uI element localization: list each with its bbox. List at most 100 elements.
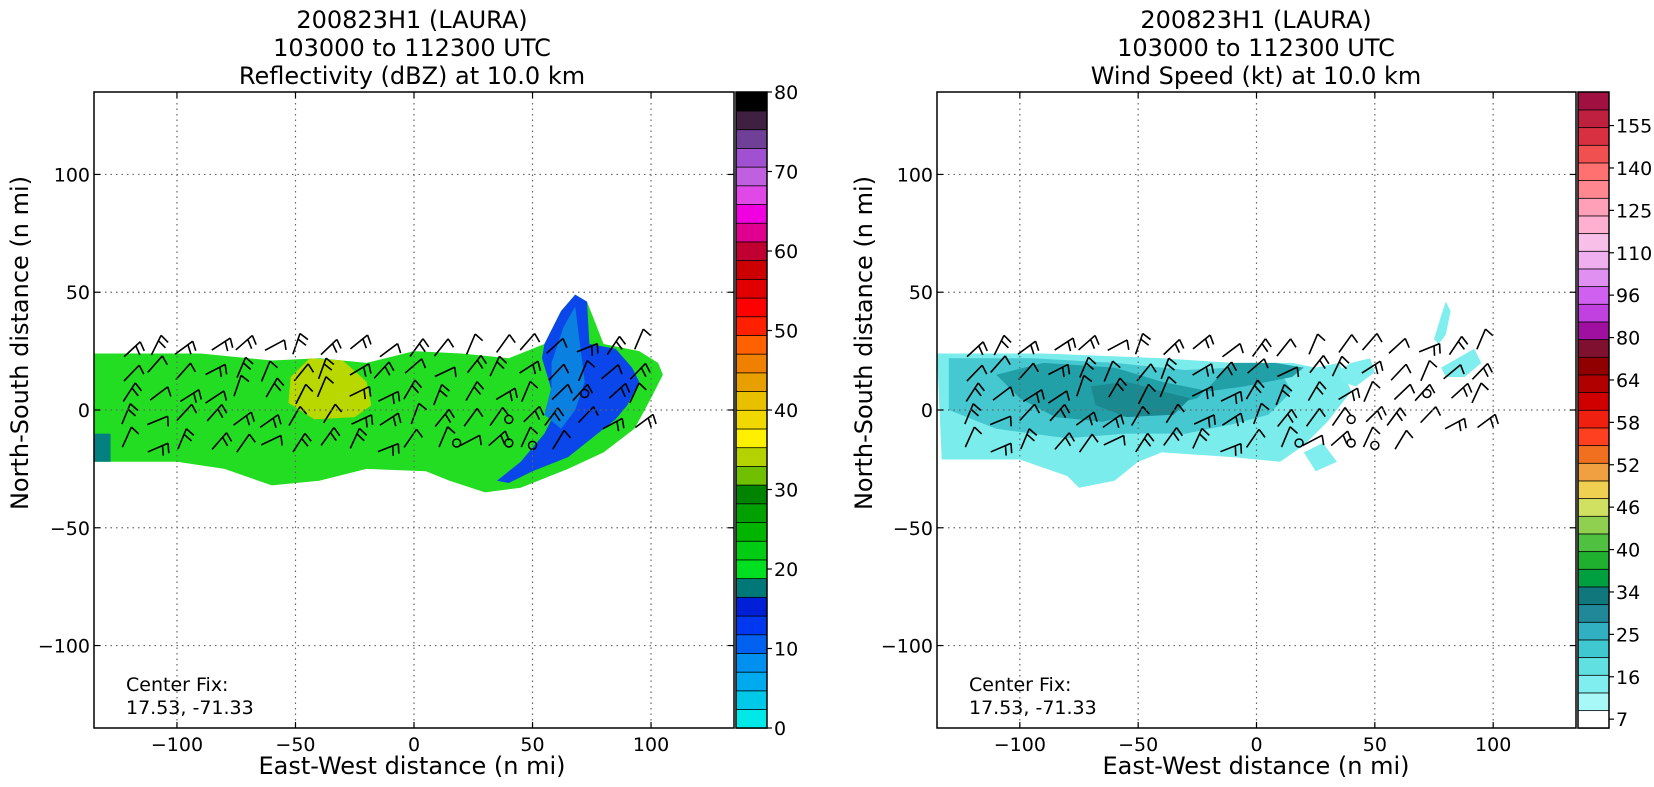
field-region-cyan-patch-east3 bbox=[1441, 348, 1482, 377]
wind-barb-shaft bbox=[1017, 340, 1037, 355]
colorbar-swatch bbox=[735, 147, 768, 168]
y-tick-label: −50 bbox=[893, 518, 933, 540]
wind-barb-shaft bbox=[1245, 428, 1260, 448]
colorbar-swatch bbox=[735, 110, 768, 131]
wind-barb-shaft bbox=[577, 360, 588, 382]
field-region-green bbox=[94, 294, 663, 493]
wind-barb-shaft bbox=[466, 354, 482, 374]
wind-barb-feather bbox=[1480, 382, 1489, 391]
wind-barb-feather bbox=[615, 340, 623, 350]
wind-barb-shaft bbox=[629, 382, 640, 404]
center-marker bbox=[1346, 414, 1356, 425]
wind-barb-shaft bbox=[495, 387, 516, 401]
colorbar-tick-label: 96 bbox=[1616, 285, 1640, 307]
wind-barb-feather bbox=[217, 408, 224, 419]
wind-barb-feather bbox=[1211, 386, 1215, 397]
center-marker bbox=[451, 438, 462, 448]
wind-barb-shaft bbox=[378, 390, 399, 402]
wind-barb-feather bbox=[1239, 391, 1243, 402]
wind-barb-shaft bbox=[989, 415, 1011, 426]
wind-barb-feather bbox=[388, 361, 395, 372]
wind-barb-feather bbox=[368, 386, 372, 397]
wind-barb-shaft bbox=[1134, 333, 1144, 355]
wind-barb-shaft bbox=[123, 364, 140, 382]
wind-barb-feather bbox=[240, 374, 250, 383]
wind-barb-shaft bbox=[149, 386, 169, 401]
wind-barb-feather bbox=[1494, 414, 1499, 425]
panel2-title-line3: Wind Speed (kt) at 10.0 km bbox=[1091, 62, 1422, 90]
wind-barb-shaft bbox=[292, 333, 301, 355]
wind-barb-shaft bbox=[379, 412, 399, 426]
wind-barb-shaft bbox=[295, 384, 307, 405]
wind-barb-feather bbox=[1372, 426, 1381, 435]
wind-barb-feather bbox=[567, 383, 573, 394]
wind-barb-feather bbox=[1405, 363, 1412, 374]
colorbar-swatch bbox=[735, 241, 768, 262]
wind-barb-shaft bbox=[629, 362, 647, 380]
colorbar-swatch bbox=[1577, 179, 1610, 199]
panel1-center-fix-value: 17.53, -71.33 bbox=[126, 697, 254, 719]
wind-barb-feather bbox=[134, 382, 143, 392]
wind-barb-feather bbox=[1342, 434, 1348, 445]
wind-barb-shaft bbox=[434, 366, 456, 378]
wind-barb-shaft bbox=[1222, 342, 1241, 358]
panel2-ylabel: North-South distance (n mi) bbox=[850, 176, 878, 510]
wind-barb-shaft bbox=[322, 403, 337, 424]
wind-barb-feather bbox=[1253, 384, 1262, 394]
wind-barb-shaft bbox=[1477, 413, 1496, 429]
wind-barb-feather bbox=[363, 389, 367, 400]
wind-barb-shaft bbox=[577, 406, 595, 424]
wind-barb-shaft bbox=[1107, 339, 1128, 352]
wind-barb-feather bbox=[514, 387, 518, 399]
wind-barb-feather bbox=[447, 426, 456, 434]
colorbar-swatch bbox=[735, 615, 768, 636]
wind-barb-shaft bbox=[1361, 360, 1381, 374]
colorbar-swatch bbox=[735, 447, 768, 467]
wind-barb-feather bbox=[1264, 338, 1272, 348]
colorbar-swatch bbox=[735, 203, 768, 224]
wind-barb-feather bbox=[1261, 343, 1269, 353]
wind-barb-shaft bbox=[377, 442, 399, 453]
wind-barb-shaft bbox=[1275, 384, 1286, 406]
wind-barb-feather bbox=[1178, 339, 1185, 349]
wind-barb-feather bbox=[1258, 428, 1266, 438]
wind-barb-feather bbox=[250, 411, 256, 422]
wind-barb-feather bbox=[1168, 357, 1178, 366]
colorbar-tick-label: 58 bbox=[1616, 412, 1640, 434]
colorbar-swatch bbox=[1577, 215, 1610, 235]
wind-barb-shaft bbox=[293, 363, 309, 382]
wind-barb-shaft bbox=[1276, 338, 1292, 357]
colorbar-swatch bbox=[1577, 656, 1610, 676]
y-tick-label: 0 bbox=[921, 400, 933, 422]
wind-barb-feather bbox=[1085, 362, 1095, 371]
wind-barb-shaft bbox=[1245, 379, 1259, 400]
colorbar-tick-label: 60 bbox=[774, 241, 798, 263]
wind-barb-feather bbox=[415, 428, 424, 438]
wind-barb-feather bbox=[534, 410, 541, 421]
wind-barb-feather bbox=[245, 356, 254, 365]
wind-barb-feather bbox=[1399, 407, 1407, 417]
wind-barb-shaft bbox=[1393, 383, 1411, 401]
wind-barb-feather bbox=[1147, 383, 1157, 393]
y-tick-label: 0 bbox=[78, 400, 90, 422]
wind-barb-feather bbox=[127, 408, 137, 417]
colorbar-tick-label: 125 bbox=[1616, 200, 1652, 222]
wind-barb-feather bbox=[562, 338, 568, 348]
wind-barb-feather bbox=[1376, 410, 1383, 421]
wind-barb-feather bbox=[1201, 427, 1210, 436]
wind-barb-feather bbox=[1428, 359, 1438, 368]
wind-barb-feather bbox=[1089, 339, 1096, 349]
wind-barb-shaft bbox=[123, 341, 141, 358]
wind-barb-feather bbox=[496, 361, 505, 370]
wind-barb-feather bbox=[333, 427, 341, 437]
wind-barb-shaft bbox=[1471, 382, 1482, 404]
wind-barb-feather bbox=[187, 344, 192, 355]
wind-barb-feather bbox=[1112, 360, 1121, 369]
wind-barb-feather bbox=[1283, 383, 1293, 392]
wind-barb-feather bbox=[420, 358, 427, 369]
wind-barb-feather bbox=[277, 414, 282, 425]
wind-barb-feather bbox=[191, 340, 197, 351]
wind-barb-feather bbox=[1486, 363, 1493, 373]
y-tick-label: 50 bbox=[909, 282, 933, 304]
colorbar-swatch bbox=[1577, 427, 1610, 447]
